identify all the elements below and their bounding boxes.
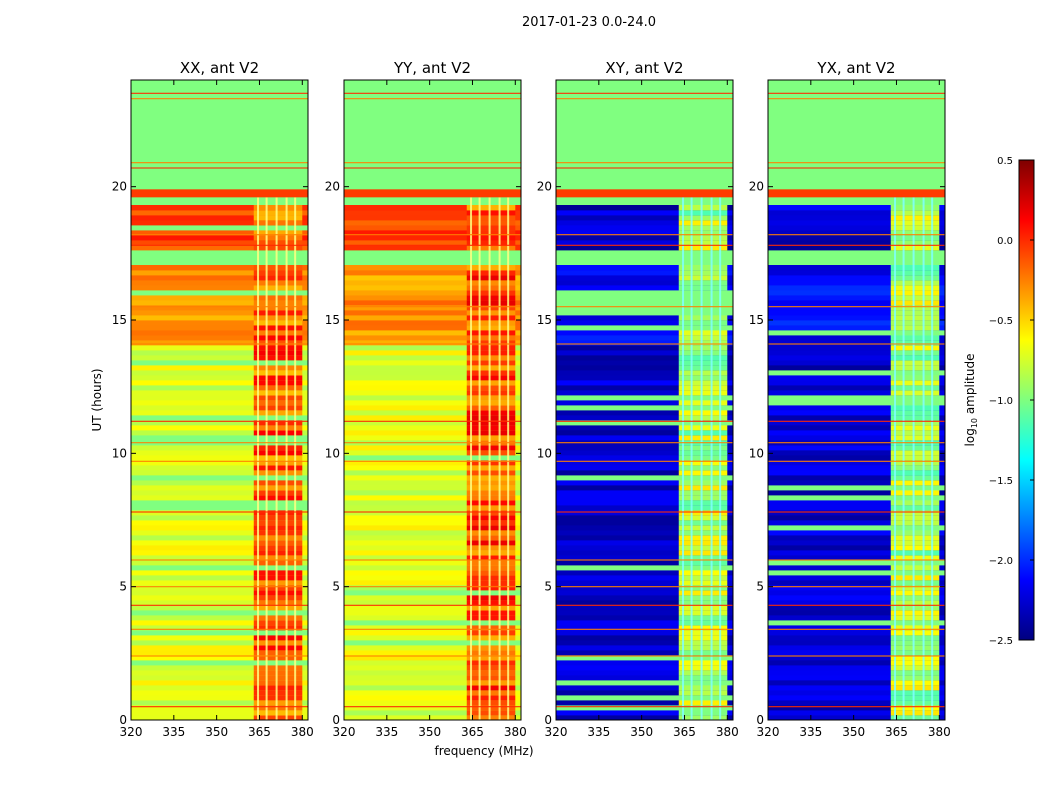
panel-2: YY, ant V2 320 335 350 365 380 0 5 10 15 20 [325, 59, 527, 739]
axes-frame [555, 79, 734, 721]
y-tick-label: 5 [544, 580, 552, 594]
colorbar-label: log10 amplitude [963, 354, 979, 447]
y-tick-label: 15 [537, 313, 552, 327]
y-tick-label: 10 [537, 446, 552, 460]
panel-title: XX, ant V2 [180, 59, 259, 77]
x-tick-label: 335 [799, 725, 822, 739]
x-tick-label: 320 [757, 725, 780, 739]
colorbar-tick-label: −1.5 [989, 476, 1013, 487]
y-tick-label: 10 [749, 446, 764, 460]
panel-title: XY, ant V2 [605, 59, 683, 77]
y-tick-label: 5 [119, 580, 127, 594]
x-tick-label: 335 [162, 725, 185, 739]
panel-4: YX, ant V2 320 335 350 365 380 0 5 10 15 20 [749, 59, 951, 739]
y-tick-label: 0 [119, 713, 127, 727]
y-tick-label: 20 [325, 180, 340, 194]
colorbar-tick-label: −2.0 [989, 556, 1013, 567]
x-tick-label: 365 [461, 725, 484, 739]
panel-title: YX, ant V2 [816, 59, 895, 77]
y-tick-label: 0 [332, 713, 340, 727]
x-tick-label: 320 [545, 725, 568, 739]
heatmap [556, 80, 733, 720]
colorbar: 0.5 0.0 −0.5 −1.0 −1.5 −2.0 −2.5 [989, 156, 1035, 647]
x-tick-label: 380 [291, 725, 314, 739]
y-tick-label: 15 [749, 313, 764, 327]
y-tick-label: 10 [325, 446, 340, 460]
y-tick-label: 0 [756, 713, 764, 727]
x-tick-label: 350 [205, 725, 228, 739]
y-tick-label: 5 [756, 580, 764, 594]
y-tick-label: 20 [749, 180, 764, 194]
panel-1: XX, ant V2 320 335 350 365 380 0 5 10 15 20 [112, 59, 314, 739]
panel-title: YY, ant V2 [393, 59, 471, 77]
x-tick-label: 380 [716, 725, 739, 739]
colorbar-tick-label: 0.5 [997, 156, 1013, 167]
x-tick-label: 320 [120, 725, 143, 739]
colorbar-tick-label: −2.5 [989, 636, 1013, 647]
colorbar-tick-label: −1.0 [989, 396, 1013, 407]
colorbar-tick-label: −0.5 [989, 316, 1013, 327]
x-tick-label: 365 [673, 725, 696, 739]
x-axis-label: frequency (MHz) [434, 744, 533, 758]
y-tick-label: 5 [332, 580, 340, 594]
heatmap [344, 80, 521, 720]
figure-title: 2017-01-23 0.0-24.0 [522, 15, 656, 30]
x-tick-label: 350 [418, 725, 441, 739]
x-tick-label: 320 [333, 725, 356, 739]
y-tick-label: 20 [537, 180, 552, 194]
x-tick-label: 335 [375, 725, 398, 739]
panel-3: XY, ant V2 320 335 350 365 380 0 5 10 15 20 [537, 59, 739, 739]
x-tick-label: 380 [504, 725, 527, 739]
x-tick-label: 365 [885, 725, 908, 739]
axes-frame [343, 79, 522, 721]
x-tick-label: 380 [928, 725, 951, 739]
axes-frame [130, 79, 309, 721]
x-tick-label: 350 [630, 725, 653, 739]
y-tick-label: 20 [112, 180, 127, 194]
heatmap [768, 80, 945, 720]
axes-frame [767, 79, 946, 721]
heatmap [131, 80, 308, 720]
y-tick-label: 0 [544, 713, 552, 727]
y-tick-label: 15 [112, 313, 127, 327]
y-tick-label: 10 [112, 446, 127, 460]
colorbar-tick-label: 0.0 [997, 236, 1013, 247]
x-tick-label: 350 [842, 725, 865, 739]
x-tick-label: 335 [587, 725, 610, 739]
y-tick-label: 15 [325, 313, 340, 327]
y-axis-label: UT (hours) [90, 368, 104, 431]
x-tick-label: 365 [248, 725, 271, 739]
